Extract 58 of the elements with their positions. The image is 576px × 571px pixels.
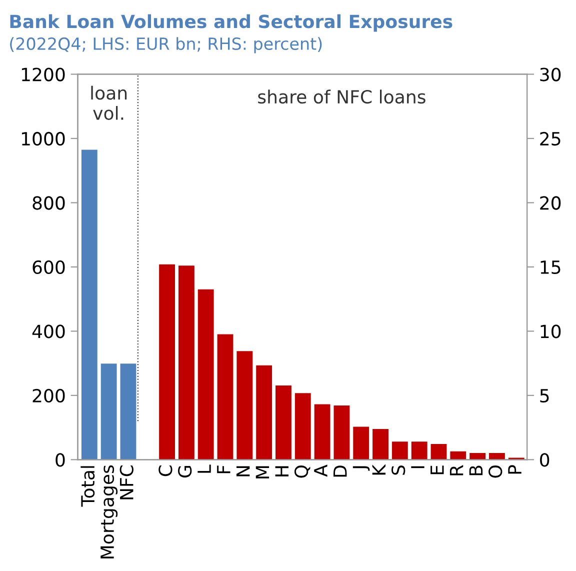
y-tick-label: 0 — [56, 453, 65, 467]
y-tick-label: 1200 — [22, 68, 65, 82]
x-tick-label: J — [352, 466, 370, 471]
x-tick-label: A — [314, 464, 328, 477]
bar — [334, 405, 350, 460]
y2-tick-label: 25 — [540, 132, 560, 146]
x-tick-label: Q — [294, 466, 310, 478]
y2-tick-label: 15 — [540, 260, 560, 274]
x-tick-label: NFC — [120, 465, 134, 500]
x-tick-label: C — [158, 465, 172, 476]
bar — [178, 266, 194, 460]
x-tick-label: Mortgages — [100, 465, 118, 558]
y2-tick-label: 0 — [540, 453, 550, 467]
x-tick-label: E — [430, 466, 444, 474]
bar — [411, 442, 428, 460]
y2-tick-label: 10 — [540, 324, 561, 338]
bar — [236, 351, 253, 460]
bar — [372, 428, 388, 460]
x-tick-label: D — [334, 466, 347, 477]
x-tick-label: G — [178, 466, 192, 478]
bar — [392, 442, 408, 460]
x-tick-label: R — [450, 465, 464, 476]
x-tick-label: L — [198, 464, 211, 473]
y-tick-label: 200 — [32, 388, 65, 403]
x-tick-label: P — [508, 465, 522, 474]
annotation: share of NFC loans — [258, 90, 426, 104]
x-tick-label: B — [469, 466, 483, 476]
bar — [353, 426, 370, 460]
x-tick-label: K — [372, 464, 386, 475]
chart-title: Bank Loan Volumes and Sectoral Exposures — [10, 14, 452, 32]
x-tick-label: F — [217, 466, 230, 474]
bar — [217, 334, 234, 460]
bar — [159, 264, 175, 460]
annotation: loan vol. — [91, 86, 127, 120]
y-tick-label: 800 — [32, 196, 65, 210]
bar — [470, 452, 486, 460]
y-tick-label: 600 — [32, 260, 65, 274]
x-tick-label: Total — [80, 466, 95, 507]
bar — [294, 393, 311, 460]
x-tick-label: I — [411, 466, 424, 468]
chart-subtitle: (2022Q4; LHS: EUR bn; RHS: percent) — [10, 37, 322, 54]
x-tick-label: S — [392, 466, 406, 475]
y2-tick-label: 5 — [540, 389, 549, 403]
bar — [430, 444, 447, 460]
x-tick-label: M — [256, 466, 270, 478]
y2-tick-label: 20 — [540, 196, 561, 210]
bar — [489, 452, 505, 460]
x-tick-label: H — [275, 466, 288, 476]
bar — [314, 404, 330, 460]
y2-tick-label: 30 — [540, 68, 561, 82]
bar — [198, 289, 214, 460]
bar — [276, 386, 292, 460]
y-tick-label: 400 — [32, 324, 65, 338]
x-tick-label: O — [488, 466, 502, 478]
y-tick-label: 1000 — [22, 132, 65, 146]
bar — [450, 451, 466, 460]
bar — [256, 365, 272, 460]
x-tick-label: N — [236, 466, 250, 476]
